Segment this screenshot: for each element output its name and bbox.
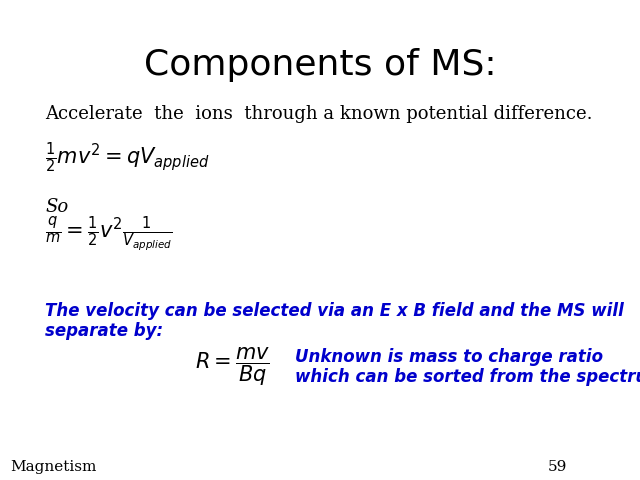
Text: separate by:: separate by: xyxy=(45,322,163,340)
Text: Magnetism: Magnetism xyxy=(10,460,97,474)
Text: which can be sorted from the spectrum: which can be sorted from the spectrum xyxy=(295,368,640,386)
Text: Accelerate  the  ions  through a known potential difference.: Accelerate the ions through a known pote… xyxy=(45,105,593,123)
Text: Components of MS:: Components of MS: xyxy=(144,48,496,82)
Text: $\frac{q}{m} = \frac{1}{2}v^2\frac{1}{V_{applied}}$: $\frac{q}{m} = \frac{1}{2}v^2\frac{1}{V_… xyxy=(45,215,173,254)
Text: $R = \dfrac{mv}{Bq}$: $R = \dfrac{mv}{Bq}$ xyxy=(195,345,270,387)
Text: $\frac{1}{2}mv^2 = qV_{applied}$: $\frac{1}{2}mv^2 = qV_{applied}$ xyxy=(45,140,209,175)
Text: So: So xyxy=(45,198,68,216)
Text: Unknown is mass to charge ratio: Unknown is mass to charge ratio xyxy=(295,348,603,366)
Text: The velocity can be selected via an E x B field and the MS will: The velocity can be selected via an E x … xyxy=(45,302,624,320)
Text: 59: 59 xyxy=(548,460,568,474)
